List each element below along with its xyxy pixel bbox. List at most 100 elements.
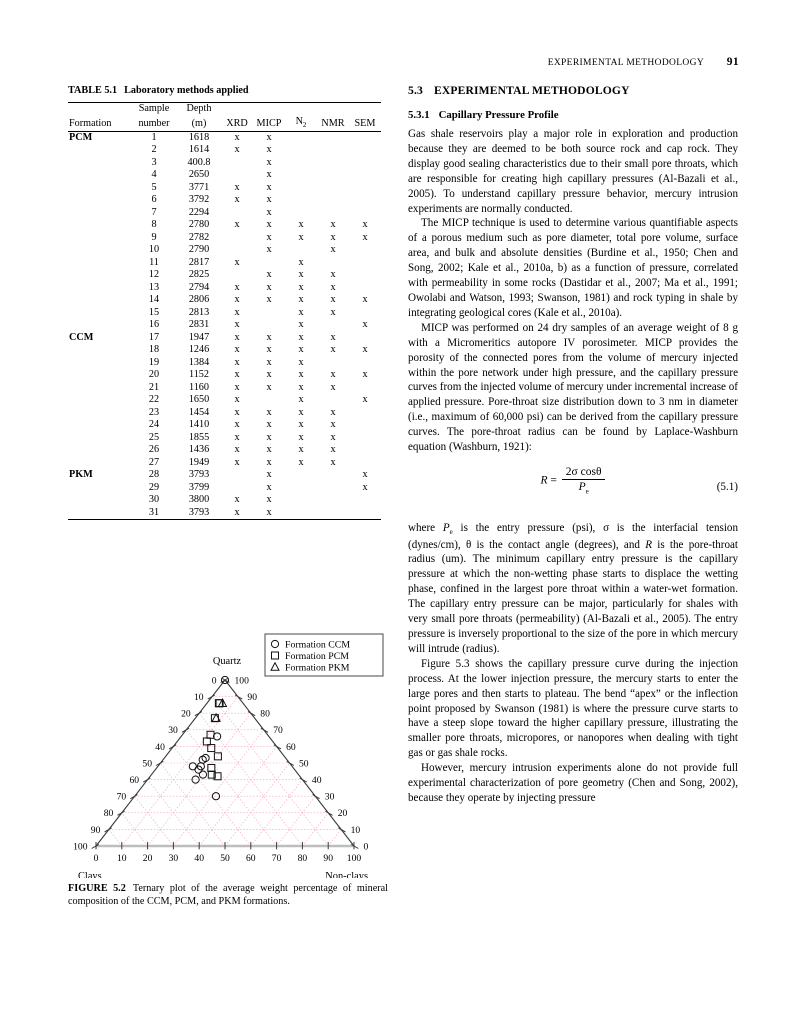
cell-formation [68, 357, 131, 370]
cell-xrd: x [234, 219, 240, 231]
cell-formation [68, 344, 131, 357]
ternary-data-points [188, 675, 230, 801]
tick-label-bottom: 60 [246, 853, 256, 864]
tick-label-bottom: 40 [194, 853, 204, 864]
table-row: 21 1160 x x x x [68, 382, 381, 395]
tick-left [142, 777, 151, 783]
cell-formation [68, 257, 131, 270]
tick-label-right: 40 [312, 775, 322, 786]
cell-xrd [221, 244, 253, 257]
data-point-circle [198, 770, 208, 779]
cell-formation [68, 207, 131, 220]
cell-micp: x [266, 431, 272, 443]
equation-5-1-block: R = 2σ cosθ Pe (5.1) [408, 466, 738, 510]
cell-sem [349, 257, 381, 270]
cell-formation [68, 269, 131, 282]
legend-item[interactable]: Formation CCM [270, 640, 350, 651]
legend-label: Formation CCM [285, 640, 350, 651]
cell-xrd: x [234, 356, 240, 368]
cell-micp: x [253, 130, 285, 145]
cell-n2 [285, 469, 317, 482]
equation-denominator-base: P [578, 480, 586, 493]
cell-n2: x [298, 381, 304, 393]
cell-n2 [285, 194, 317, 207]
cell-nmr: x [330, 294, 336, 306]
cell-formation [68, 219, 131, 232]
cell-depth: 400.8 [187, 156, 211, 168]
cell-sem [349, 282, 381, 295]
cell-nmr [317, 469, 349, 482]
corner-label-clays: Clays [78, 871, 102, 878]
cell-sample-number: 20 [148, 369, 160, 381]
data-point-square [213, 772, 222, 781]
gridline-right-parallel [108, 829, 123, 847]
cell-sample-number: 16 [148, 319, 160, 331]
data-point-triangle [270, 661, 280, 671]
legend-item[interactable]: Formation PCM [271, 651, 350, 662]
data-point-square [207, 744, 216, 753]
cell-micp: x [266, 194, 272, 206]
cell-n2 [285, 182, 317, 195]
cell-sample-number: 13 [148, 281, 160, 293]
header-blank-xrd [221, 102, 253, 116]
cell-n2 [285, 507, 317, 520]
cell-xrd [221, 469, 253, 482]
cell-xrd: x [234, 506, 240, 518]
header-blank-sem [349, 102, 381, 116]
data-point-triangle [217, 697, 228, 707]
cell-depth: 2650 [188, 169, 210, 181]
cell-depth: 1949 [188, 456, 210, 468]
tick-label-left: 10 [194, 692, 204, 703]
paragraph-5: Figure 5.3 shows the capillary pressure … [408, 657, 738, 760]
cell-nmr: x [330, 431, 336, 443]
data-point-square [206, 730, 215, 739]
table-row: 16 2831 x x x [68, 319, 381, 332]
header-blank-nmr [317, 102, 349, 116]
tick-left [155, 760, 164, 766]
cell-sample-number: 10 [148, 244, 160, 256]
cell-depth: 1650 [188, 394, 210, 406]
cell-formation: CCM [69, 331, 94, 343]
cell-nmr: x [330, 381, 336, 393]
cell-depth: 1454 [188, 406, 210, 418]
tick-label-bottom: 100 [347, 853, 362, 864]
cell-depth: 1614 [188, 144, 210, 156]
header-blank-micp [253, 102, 285, 116]
page-number: 91 [726, 56, 739, 68]
tick-left [194, 711, 203, 717]
cell-sample-number: 12 [148, 269, 160, 281]
equation-denominator: Pe [562, 480, 606, 495]
ternary-gridlines [108, 696, 342, 847]
tick-right [312, 794, 320, 800]
cell-formation [68, 307, 131, 320]
cell-n2: x [298, 331, 304, 343]
series-circle [188, 675, 230, 801]
tick-label-right: 90 [247, 692, 257, 703]
equation-denominator-subscript: e [585, 487, 589, 496]
cell-n2 [285, 144, 317, 157]
gridline-left-parallel [276, 796, 316, 847]
header-nmr: NMR [321, 118, 345, 130]
cell-sample-number: 27 [148, 456, 160, 468]
header-xrd: XRD [226, 118, 248, 130]
cell-n2: x [298, 369, 304, 381]
tick-label-bottom: 0 [94, 853, 99, 864]
cell-n2: x [298, 419, 304, 431]
cell-sample-number: 14 [148, 294, 160, 306]
legend-item[interactable]: Formation PKM [270, 661, 350, 674]
table-header: Sample Depth Formation number (m) XRD MI… [68, 102, 381, 131]
equation-numerator: 2σ cosθ [561, 466, 606, 480]
cell-formation: PCM [68, 130, 131, 145]
cell-sem [349, 157, 381, 170]
series-square [202, 699, 224, 781]
header-sample-number-line1: Sample [131, 102, 177, 116]
cell-nmr: x [330, 456, 336, 468]
table-body: PCM 1 1618 x x 2 1614 x x 3 400.8 x 4 2650 x 5 3771 x x 6 37… [68, 130, 381, 521]
tick-label-bottom: 30 [169, 853, 179, 864]
gridline-left-parallel [302, 812, 329, 847]
data-point-circle [220, 675, 230, 685]
figure-caption-text: Ternary plot of the average weight perce… [68, 883, 388, 908]
cell-sem: x [362, 344, 368, 356]
cell-xrd: x [234, 331, 240, 343]
